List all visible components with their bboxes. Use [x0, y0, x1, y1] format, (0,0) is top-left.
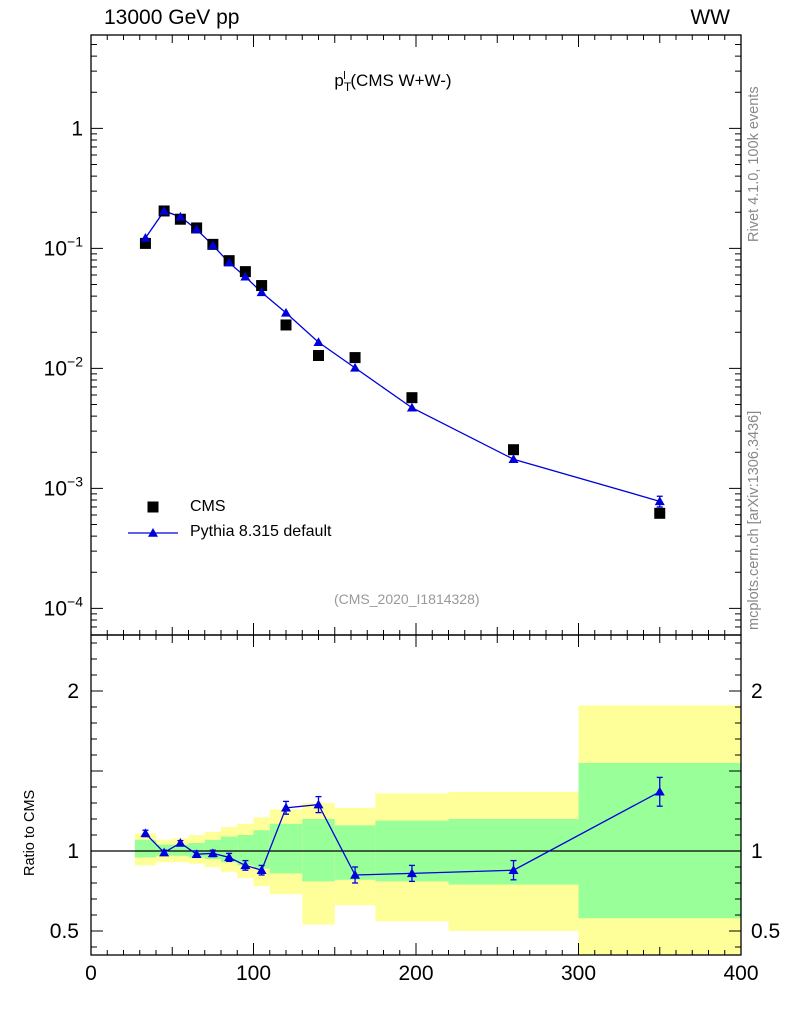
mc-point: [508, 454, 519, 463]
uncertainty-band-green: [134, 839, 156, 858]
ratio-point: [350, 870, 361, 879]
mc-point: [159, 205, 170, 215]
mc-point: [406, 402, 417, 412]
ratio-y-tick-label: 2: [67, 680, 79, 703]
data-point: [508, 444, 519, 456]
mc-point: [175, 211, 186, 221]
ratio-point: [240, 860, 251, 870]
header-process-label: WW: [690, 6, 730, 29]
mc-point: [140, 233, 151, 242]
ratio-point: [256, 865, 267, 874]
ratio-y-tick-label: 1: [67, 840, 79, 863]
legend-label-mc: Pythia 8.315 default: [190, 523, 332, 540]
x-tick-label: 100: [236, 962, 271, 985]
ratio-y-tick-label-right: 1: [751, 840, 763, 863]
y-tick-label: 1: [71, 117, 83, 140]
uncertainty-band-green: [269, 823, 303, 874]
ratio-point: [281, 802, 291, 812]
title-rest: (CMS W+W-): [345, 71, 452, 90]
mc-line: [144, 210, 660, 502]
y-tick-label: 10−3: [44, 473, 84, 500]
ratio-y-tick-label: 0.5: [50, 920, 79, 943]
rivet-version-label: Rivet 4.1.0, 100k events: [746, 86, 762, 242]
mc-point: [350, 362, 361, 372]
ratio-y-tick-label-right: 2: [751, 680, 763, 703]
y-tick-label: 10−4: [44, 593, 84, 620]
uncertainty-band-green: [237, 835, 254, 866]
ratio-axis-label: Ratio to CMS: [22, 789, 38, 876]
y-tick-label: 10−2: [44, 353, 84, 380]
ratio-point: [406, 868, 417, 878]
ratio-point: [207, 848, 218, 858]
ratio-y-tick-label-right: 0.5: [751, 920, 780, 943]
header-energy-label: 13000 GeV pp: [104, 6, 240, 29]
data-point: [654, 507, 666, 519]
x-tick-label: 400: [723, 962, 758, 985]
mcplots-reference-label: mcplots.cern.ch [arXiv:1306.3436]: [746, 410, 762, 630]
legend-marker-mc: [148, 528, 158, 537]
data-point: [313, 350, 324, 362]
ratio-point: [508, 865, 519, 874]
ratio-point: [159, 847, 170, 857]
ratio-point: [313, 799, 324, 809]
title-main: p: [334, 71, 344, 90]
mc-point: [207, 240, 218, 250]
x-tick-label: 300: [561, 962, 596, 985]
legend-marker-data: [147, 501, 159, 513]
plot-title: pTl (CMS W+W-): [0, 70, 786, 94]
main-plot-frame: [90, 34, 742, 636]
x-tick-label: 200: [398, 962, 433, 985]
mc-point: [281, 307, 291, 317]
data-point: [239, 266, 251, 278]
ratio-point: [175, 838, 186, 847]
mc-point: [224, 257, 235, 267]
data-point: [256, 280, 268, 292]
ratio-point: [191, 849, 202, 858]
mc-point: [256, 287, 267, 297]
data-point: [349, 352, 361, 364]
uncertainty-band-green: [302, 819, 335, 882]
uncertainty-band-green: [253, 830, 270, 869]
uncertainty-band-green: [172, 844, 189, 856]
ratio-point: [654, 786, 665, 796]
mc-point: [191, 224, 202, 234]
analysis-id-label: (CMS_2020_I1814328): [334, 591, 480, 607]
legend-label-data: CMS: [190, 498, 226, 515]
mc-point: [654, 496, 665, 506]
y-tick-label: 10−1: [44, 233, 84, 260]
data-point: [280, 319, 292, 331]
ratio-point: [224, 852, 235, 862]
mc-point: [240, 271, 251, 281]
title-subscript: T: [343, 80, 352, 94]
ratio-point: [140, 828, 151, 838]
x-tick-label: 0: [85, 962, 97, 985]
mc-point: [313, 337, 324, 347]
data-point: [406, 392, 418, 404]
data-point: [139, 237, 151, 249]
title-superscript: l: [343, 70, 346, 82]
